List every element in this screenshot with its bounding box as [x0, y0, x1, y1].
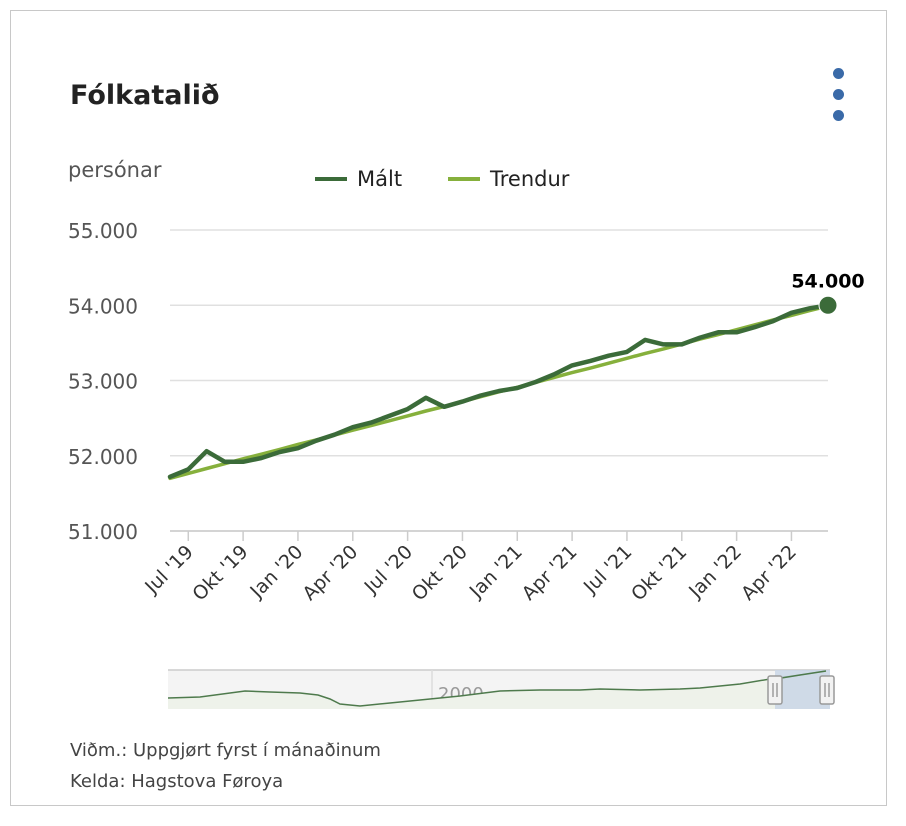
footnote: Viðm.: Uppgjørt fyrst í mánaðinum: [70, 740, 381, 761]
chart-card: [10, 10, 887, 806]
chart-title: Fólkatalið: [70, 80, 220, 111]
legend-swatch-malt: [315, 177, 347, 181]
kebab-menu-icon[interactable]: [828, 62, 850, 128]
legend-item-malt[interactable]: Mált: [315, 164, 402, 194]
menu-dot: [833, 68, 844, 79]
legend-label-malt: Mált: [357, 167, 403, 191]
menu-dot: [833, 110, 844, 121]
legend-label-trendur: Trendur: [490, 167, 570, 191]
legend-swatch-trendur: [448, 177, 480, 181]
menu-dot: [833, 89, 844, 100]
legend-item-trendur[interactable]: Trendur: [448, 164, 569, 194]
y-axis-title: persónar: [68, 158, 162, 182]
source-note: Kelda: Hagstova Føroya: [70, 771, 284, 792]
